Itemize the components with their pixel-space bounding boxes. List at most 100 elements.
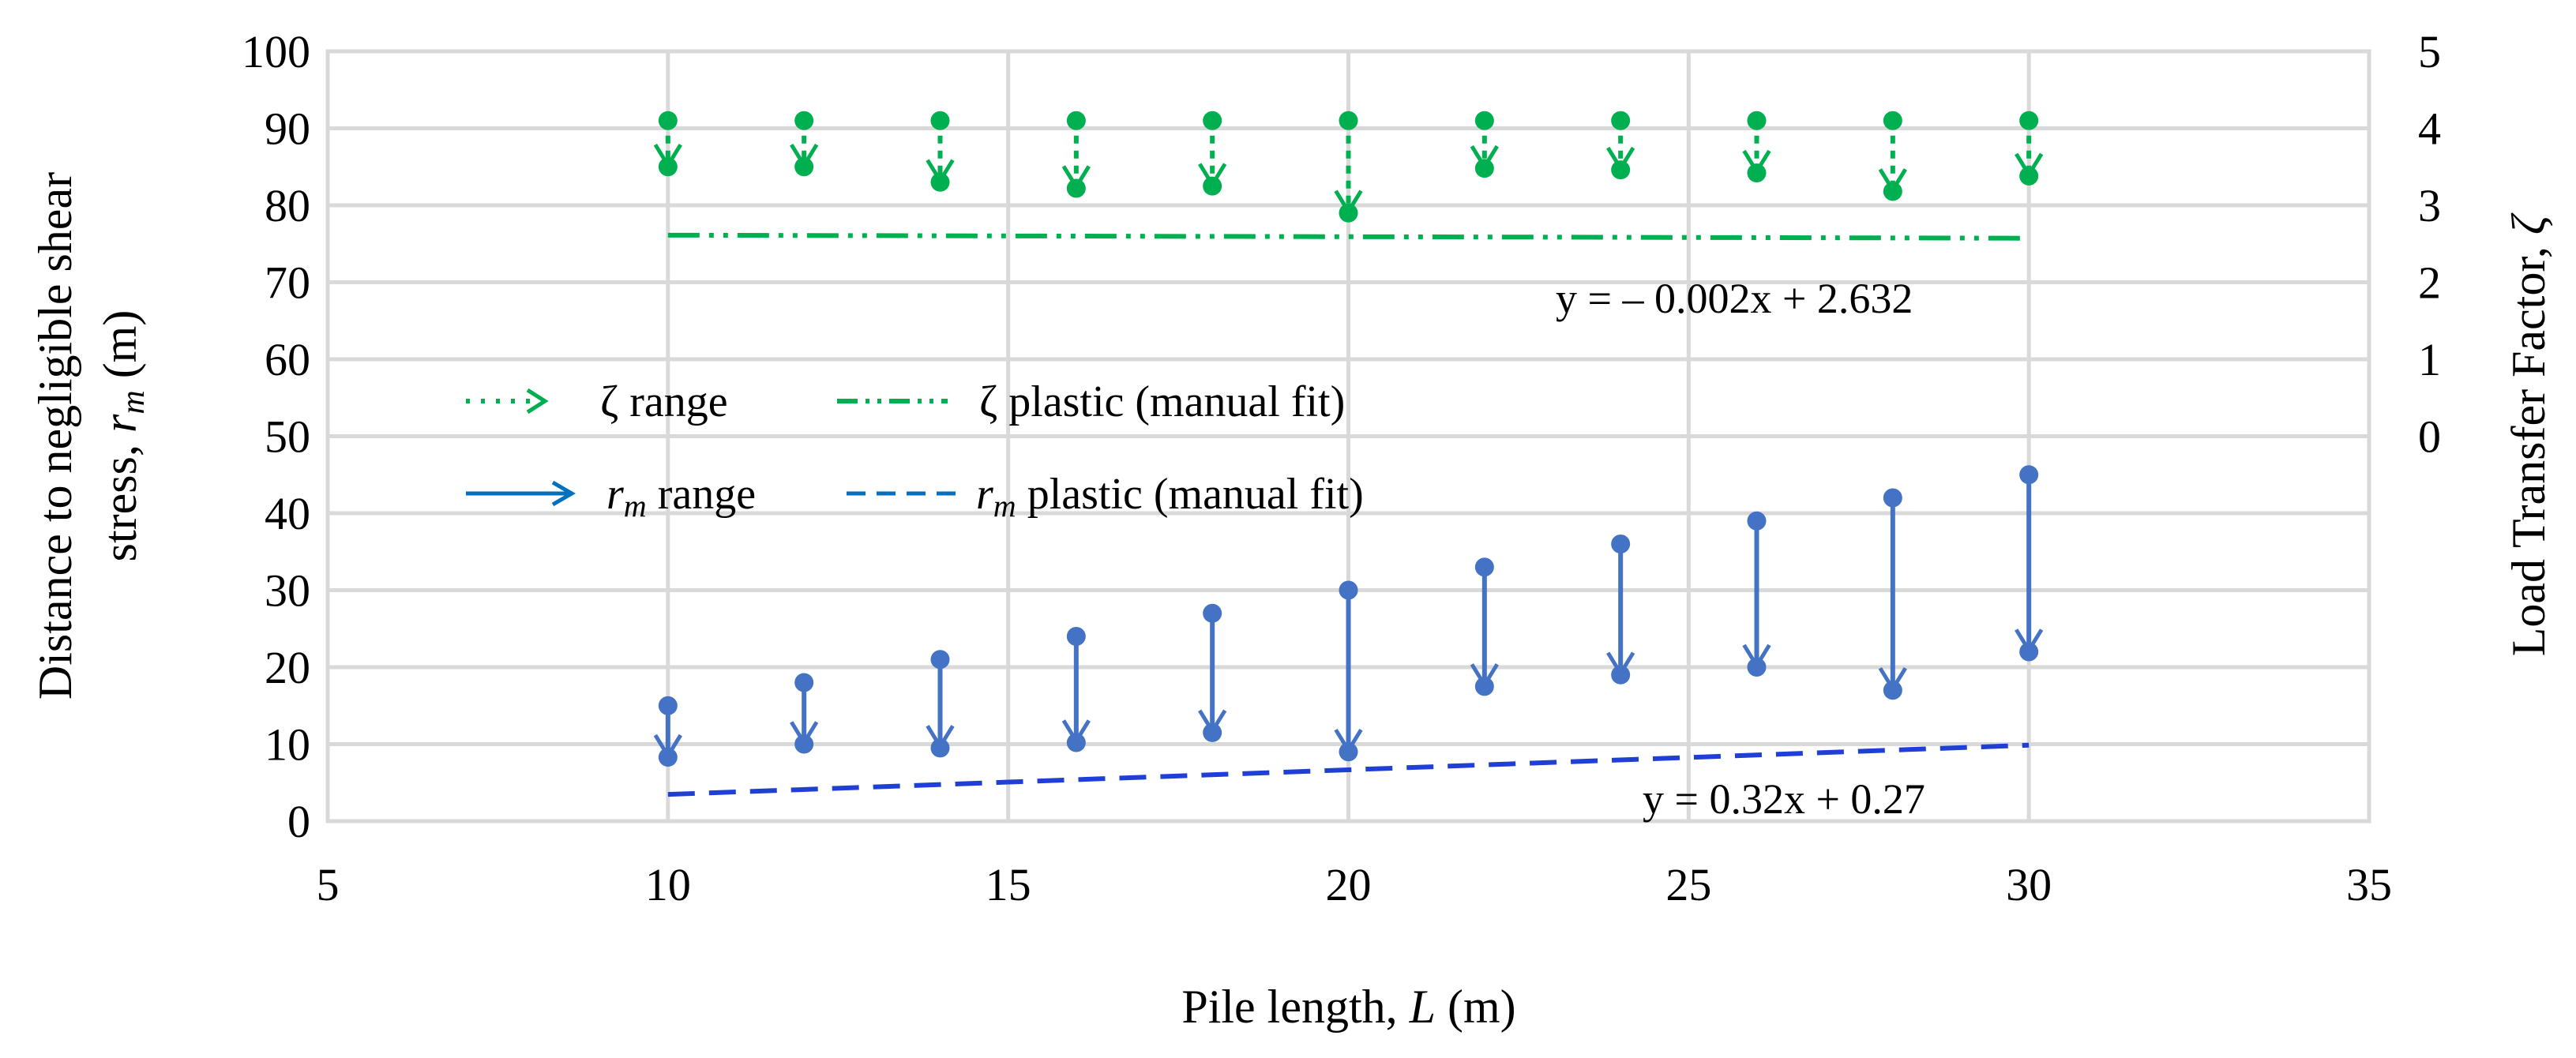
rm-fit-equation: y = 0.32x + 0.27	[1643, 775, 1925, 823]
zeta-range-series	[653, 111, 2044, 223]
zeta-range-end-point	[794, 157, 814, 177]
legend-rm-range-label: rm range	[606, 470, 756, 523]
rm-range-end-point	[2019, 642, 2039, 662]
x-tick-label: 15	[986, 859, 1031, 910]
rm-range-end-point	[1611, 665, 1631, 685]
rm-range-arrow	[1606, 535, 1635, 685]
zeta-range-arrow	[1878, 111, 1907, 201]
left-y-tick-label: 60	[265, 334, 310, 385]
zeta-range-end-point	[1883, 182, 1902, 201]
legend-zeta-range-label: ζ range	[600, 377, 728, 426]
rm-range-end-point	[1339, 742, 1358, 762]
rm-range-start-point	[2019, 465, 2039, 485]
rm-range-arrow	[1742, 511, 1771, 677]
rm-range-start-point	[1611, 535, 1631, 553]
x-tick-label: 5	[317, 859, 340, 910]
right-y-axis-title-text: Load Transfer Factor, ζ	[2503, 212, 2555, 656]
zeta-plastic-fit-line	[667, 232, 2030, 241]
rm-range-end-point	[794, 734, 814, 754]
rm-range-end-point	[1747, 658, 1767, 677]
rm-range-arrow	[1061, 627, 1091, 752]
zeta-range-arrow	[1606, 111, 1635, 180]
x-axis-title: Pile length, L (m)	[1181, 981, 1515, 1033]
right-y-tick-labels: 0 1 2 3 4 5	[2418, 26, 2441, 463]
zeta-range-end-point	[1611, 160, 1631, 180]
zeta-range-end-point	[1066, 178, 1086, 198]
zeta-range-arrow	[926, 111, 955, 192]
rm-range-end-point	[930, 738, 950, 758]
rm-range-arrow	[1334, 580, 1363, 762]
zeta-range-start-point	[2019, 111, 2039, 130]
zeta-range-arrow	[1742, 111, 1771, 183]
legend-zeta-plastic: ζ plastic (manual fit)	[837, 377, 1345, 426]
legend-rm-plastic: rm plastic (manual fit)	[847, 470, 1364, 523]
x-tick-label: 25	[1665, 859, 1711, 910]
right-y-tick-label: 4	[2418, 103, 2441, 155]
left-y-tick-label: 40	[265, 488, 310, 539]
rm-range-start-point	[1203, 603, 1222, 623]
zeta-range-arrow	[653, 111, 682, 177]
right-y-tick-label: 2	[2418, 257, 2441, 309]
zeta-range-end-point	[1747, 163, 1767, 183]
left-y-tick-label: 80	[265, 180, 310, 231]
rm-range-series	[653, 465, 2044, 767]
zeta-range-end-point	[658, 157, 678, 177]
zeta-range-arrow	[1061, 111, 1091, 198]
legend: ζ range ζ plastic (manual fit) rm range …	[466, 377, 1364, 523]
left-y-tick-label: 30	[265, 565, 310, 617]
right-y-tick-label: 3	[2418, 180, 2441, 231]
legend-rm-range-arrowhead	[551, 480, 576, 507]
left-y-tick-label: 100	[242, 26, 310, 77]
zeta-range-start-point	[1474, 111, 1494, 130]
zeta-range-end-point	[930, 172, 950, 192]
left-y-tick-label: 0	[287, 796, 310, 847]
zeta-range-start-point	[1066, 111, 1086, 130]
zeta-range-arrow	[790, 111, 819, 177]
zeta-range-start-point	[1883, 111, 1902, 130]
zeta-range-arrow	[1334, 111, 1363, 223]
left-y-tick-label: 20	[265, 642, 310, 693]
right-y-axis-title: Load Transfer Factor, ζ	[2503, 212, 2555, 656]
rm-range-start-point	[794, 673, 814, 692]
zeta-range-start-point	[1203, 111, 1222, 130]
left-y-tick-labels: 0 10 20 30 40 50 60 70 80 90 100	[242, 26, 310, 847]
rm-range-start-point	[1066, 627, 1086, 646]
zeta-range-end-point	[1203, 176, 1222, 196]
rm-range-start-point	[1474, 557, 1494, 577]
left-y-tick-label: 50	[265, 411, 310, 463]
series-layer	[653, 111, 2044, 797]
x-tick-labels: 5 10 15 20 25 30 35	[317, 859, 2393, 910]
zeta-range-start-point	[658, 111, 678, 130]
zeta-range-end-point	[2019, 166, 2039, 186]
rm-range-arrow	[1198, 603, 1227, 742]
plot-frame	[325, 49, 2371, 824]
right-y-tick-label: 0	[2418, 411, 2441, 463]
rm-range-end-point	[658, 748, 678, 767]
rm-range-arrow	[2015, 465, 2044, 662]
legend-zeta-plastic-label: ζ plastic (manual fit)	[979, 377, 1345, 426]
rm-range-end-point	[1203, 722, 1222, 742]
left-y-tick-label: 70	[265, 257, 310, 309]
zeta-range-start-point	[1611, 111, 1631, 130]
x-tick-label: 30	[2006, 859, 2052, 910]
x-tick-label: 10	[645, 859, 691, 910]
rm-range-end-point	[1474, 677, 1494, 696]
left-y-axis-title-line2: stress, rm (m)	[94, 310, 152, 562]
zeta-fit-equation: y = – 0.002x + 2.632	[1556, 275, 1913, 322]
x-tick-label: 35	[2346, 859, 2392, 910]
legend-zeta-range-arrowhead	[526, 388, 549, 415]
rm-range-end-point	[1883, 681, 1902, 700]
zeta-range-arrow	[2015, 111, 2044, 186]
rm-range-start-point	[1883, 488, 1902, 508]
left-y-tick-label: 10	[265, 719, 310, 771]
zeta-range-start-point	[794, 111, 814, 130]
right-y-tick-label: 5	[2418, 26, 2441, 77]
legend-rm-plastic-label: rm plastic (manual fit)	[976, 470, 1364, 523]
rm-range-start-point	[1339, 580, 1358, 600]
rm-range-start-point	[658, 696, 678, 715]
zeta-range-end-point	[1339, 203, 1358, 223]
rm-range-start-point	[1747, 511, 1767, 531]
right-y-tick-label: 1	[2418, 334, 2441, 385]
left-y-axis-title-line1: Distance to negligible shear	[29, 172, 81, 700]
zeta-range-start-point	[1747, 111, 1767, 130]
